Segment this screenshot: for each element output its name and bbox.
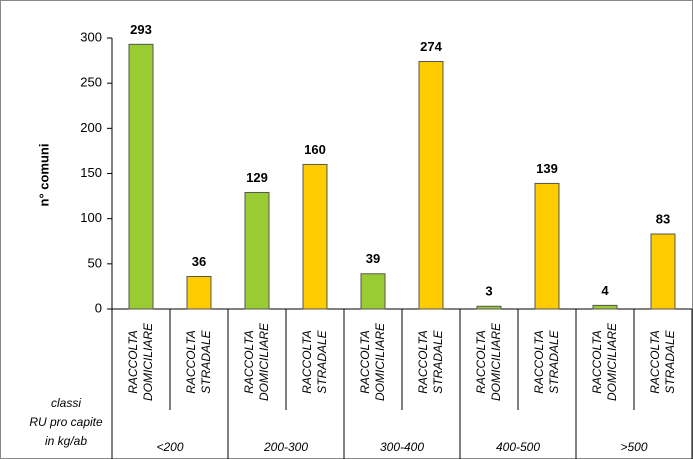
series-label: RACCOLTA STRADALE bbox=[416, 330, 445, 394]
value-label: 139 bbox=[536, 161, 558, 176]
x-axis-label-line: classi bbox=[50, 396, 81, 410]
value-label: 129 bbox=[246, 170, 268, 185]
bar bbox=[360, 273, 386, 310]
bar bbox=[128, 43, 154, 310]
bar bbox=[302, 163, 328, 310]
x-category-label: 200-300 bbox=[263, 440, 309, 454]
y-tick-label: 150 bbox=[80, 165, 102, 180]
bar bbox=[650, 233, 676, 310]
value-label: 36 bbox=[192, 254, 206, 269]
y-axis-label: n° comuni bbox=[36, 144, 51, 207]
bar bbox=[476, 305, 502, 310]
x-axis-label-line: RU pro capite bbox=[29, 415, 103, 429]
value-label: 39 bbox=[366, 251, 380, 266]
x-category-label: >500 bbox=[620, 440, 648, 454]
x-category-label: 400-500 bbox=[495, 440, 541, 454]
x-category-label: <200 bbox=[156, 440, 184, 454]
series-label: RACCOLTA DOMICILIARE bbox=[474, 323, 503, 402]
bar bbox=[244, 191, 270, 310]
value-label: 274 bbox=[420, 39, 442, 54]
series-label: RACCOLTA DOMICILIARE bbox=[590, 323, 619, 402]
y-tick-label: 250 bbox=[80, 75, 102, 90]
series-label: RACCOLTA DOMICILIARE bbox=[126, 323, 155, 402]
x-category-label: 300-400 bbox=[379, 440, 425, 454]
value-label: 3 bbox=[485, 284, 492, 299]
value-label: 160 bbox=[304, 142, 326, 157]
series-label: RACCOLTA STRADALE bbox=[184, 330, 213, 394]
x-axis-label: classi RU pro capite in kg/ab bbox=[22, 394, 110, 451]
y-tick-label: 0 bbox=[95, 300, 102, 315]
y-tick-label: 200 bbox=[80, 120, 102, 135]
x-axis-label-line: in kg/ab bbox=[44, 434, 88, 448]
bar bbox=[186, 275, 212, 310]
series-label: RACCOLTA STRADALE bbox=[532, 330, 561, 394]
y-tick-label: 300 bbox=[80, 29, 102, 44]
value-label: 4 bbox=[601, 283, 609, 298]
bar bbox=[418, 60, 444, 310]
bar bbox=[592, 304, 618, 310]
series-label: RACCOLTA STRADALE bbox=[648, 330, 677, 394]
value-label: 83 bbox=[656, 211, 670, 226]
y-tick-label: 100 bbox=[80, 210, 102, 225]
bar bbox=[534, 182, 560, 310]
value-label: 293 bbox=[130, 22, 152, 37]
series-label: RACCOLTA DOMICILIARE bbox=[242, 323, 271, 402]
y-tick-label: 50 bbox=[88, 255, 102, 270]
series-label: RACCOLTA STRADALE bbox=[300, 330, 329, 394]
series-label: RACCOLTA DOMICILIARE bbox=[358, 323, 387, 402]
